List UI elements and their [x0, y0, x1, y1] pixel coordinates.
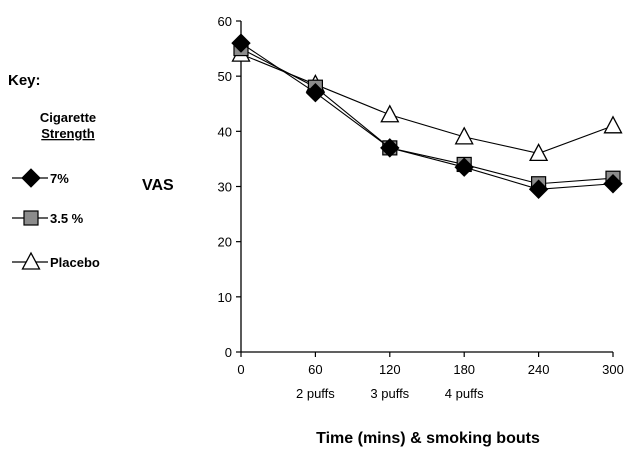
series-line — [240, 53, 614, 154]
y-tick-label: 10 — [218, 290, 232, 305]
data-point — [305, 83, 326, 103]
x-tick-label: 300 — [602, 362, 624, 377]
data-point — [454, 157, 474, 177]
legend-marker — [21, 251, 41, 270]
plot-area — [231, 33, 623, 199]
x-tick-label: 240 — [528, 362, 550, 377]
legend-marker — [23, 210, 39, 226]
data-point — [528, 179, 549, 199]
y-tick-label: 30 — [218, 180, 232, 195]
legend-items: 7% 3.5 % Placebo — [12, 168, 100, 270]
data-point — [529, 143, 549, 162]
data-point — [603, 174, 623, 194]
x-tick-label: 0 — [237, 362, 244, 377]
y-tick-label: 20 — [218, 235, 232, 250]
legend: Key: Cigarette Strength 7% 3.5 % Placebo — [8, 72, 100, 270]
data-point — [454, 126, 474, 145]
y-tick-label: 40 — [218, 124, 232, 139]
bout-label: 2 puffs — [296, 386, 335, 401]
legend-label: 3.5 % — [50, 211, 84, 226]
legend-label: 7% — [50, 171, 69, 186]
y-tick-label: 50 — [218, 69, 232, 84]
x-tick-label: 60 — [308, 362, 322, 377]
data-point — [380, 138, 400, 158]
y-axis-label: VAS — [142, 177, 174, 194]
x-tick-label: 180 — [453, 362, 475, 377]
legend-title: Key: — [8, 72, 41, 89]
data-point — [380, 104, 400, 123]
bout-label: 3 puffs — [370, 386, 409, 401]
y-tick-label: 0 — [225, 345, 232, 360]
x-axis-title: Time (mins) & smoking bouts — [316, 430, 540, 447]
series-line — [240, 42, 614, 190]
axes: 0 10 20 30 40 50 60 0 60 120 180 240 300 2 puffs 3 puf… — [218, 14, 624, 401]
x-tick-label: 120 — [379, 362, 401, 377]
data-point — [231, 33, 251, 53]
legend-marker — [21, 168, 41, 188]
bout-label: 4 puffs — [445, 386, 484, 401]
y-tick-label: 60 — [218, 14, 232, 29]
legend-subtitle-line2: Strength — [41, 126, 95, 141]
legend-subtitle-line1: Cigarette — [40, 110, 96, 125]
legend-label: Placebo — [50, 255, 100, 270]
data-point — [603, 115, 623, 134]
series-line — [240, 48, 614, 185]
